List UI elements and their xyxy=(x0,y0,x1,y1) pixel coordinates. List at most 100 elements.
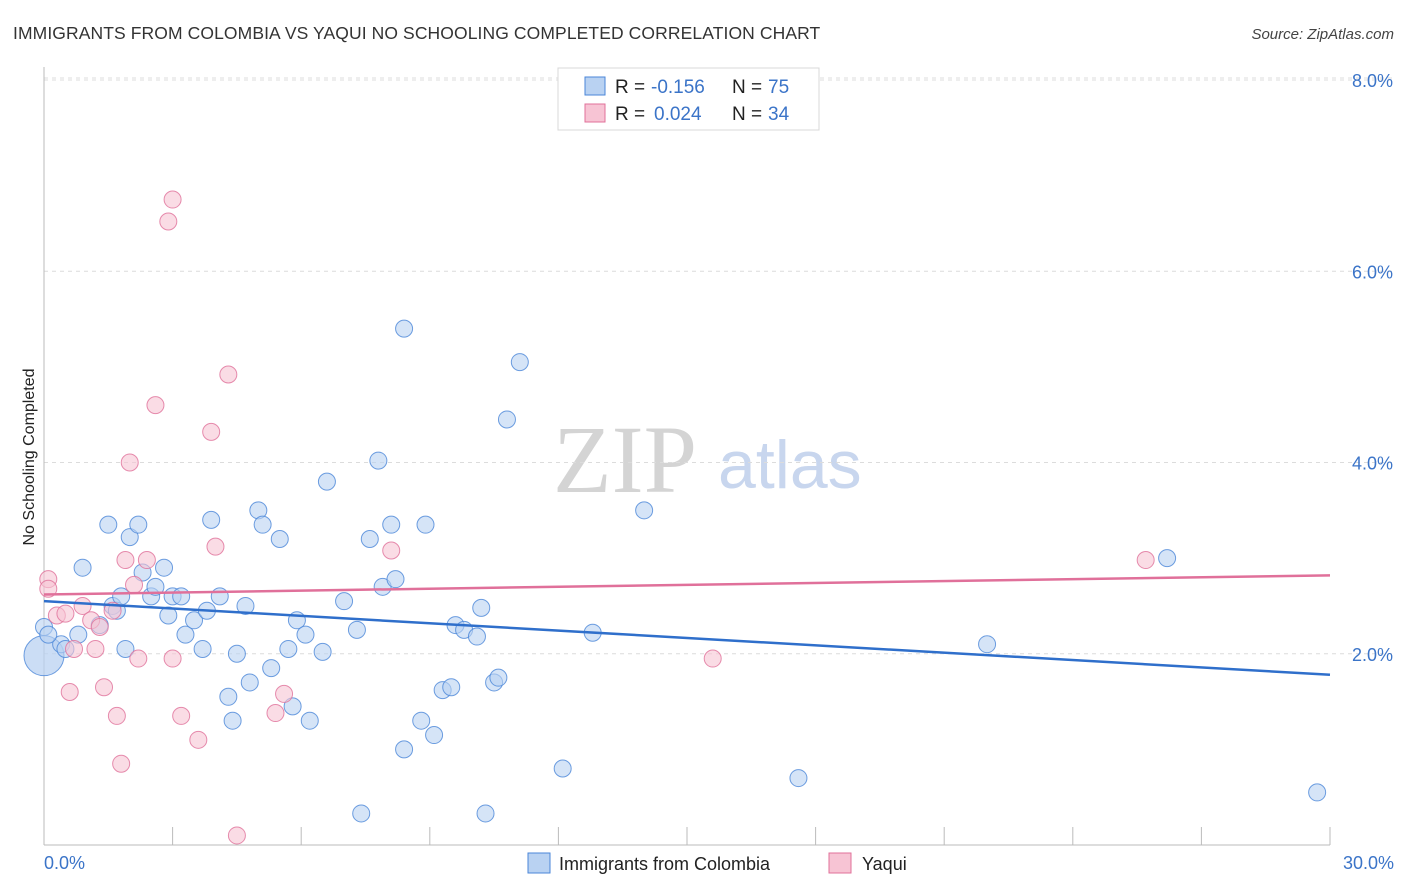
point-colombia-16 xyxy=(146,577,165,596)
series-legend-label-colombia: Immigrants from Colombia xyxy=(559,854,771,874)
point-colombia-69 xyxy=(635,501,654,520)
point-yaqui-16 xyxy=(125,575,144,594)
point-yaqui-6 xyxy=(73,596,92,615)
stats-legend-n-label-yaqui: N = xyxy=(732,104,762,125)
x-tick-label-max: 30.0% xyxy=(1343,853,1394,873)
point-colombia-31 xyxy=(240,673,259,692)
point-colombia-30 xyxy=(236,596,255,615)
point-colombia-23 xyxy=(193,639,212,658)
point-colombia-53 xyxy=(412,711,431,730)
point-yaqui-13 xyxy=(112,754,131,773)
y-tick-label: 4.0% xyxy=(1352,454,1393,474)
point-colombia-67 xyxy=(553,759,572,778)
point-colombia-11 xyxy=(116,639,135,658)
point-colombia-21 xyxy=(176,625,195,644)
stats-legend-r-label-yaqui: R = xyxy=(615,104,645,125)
point-colombia-51 xyxy=(395,740,414,759)
point-colombia-36 xyxy=(279,639,298,658)
point-colombia-54 xyxy=(416,515,435,534)
watermark-atlas: atlas xyxy=(718,427,862,503)
point-colombia-26 xyxy=(210,587,229,606)
point-colombia-12 xyxy=(120,528,139,547)
stats-legend-n-label-colombia: N = xyxy=(732,77,762,98)
point-colombia-66 xyxy=(510,353,529,372)
point-colombia-74 xyxy=(39,625,58,644)
point-yaqui-30 xyxy=(275,684,294,703)
stats-legend-r-value-colombia: -0.156 xyxy=(651,77,705,98)
point-yaqui-5 xyxy=(65,639,84,658)
point-yaqui-26 xyxy=(206,537,225,556)
point-colombia-65 xyxy=(497,410,516,429)
point-yaqui-24 xyxy=(189,730,208,749)
point-yaqui-28 xyxy=(227,826,246,845)
point-colombia-44 xyxy=(347,620,366,639)
chart-source: Source: ZipAtlas.com xyxy=(1251,26,1394,43)
point-yaqui-3 xyxy=(56,604,75,623)
y-tick-label: 8.0% xyxy=(1352,71,1393,91)
point-yaqui-17 xyxy=(129,649,148,668)
point-yaqui-22 xyxy=(163,649,182,668)
stats-legend: R = -0.156 N = 75 R = 0.024 N = 34 xyxy=(557,67,820,131)
point-yaqui-25 xyxy=(202,422,221,441)
point-yaqui-8 xyxy=(86,639,105,658)
stats-legend-n-value-yaqui: 34 xyxy=(768,104,790,125)
point-colombia-60 xyxy=(467,627,486,646)
point-colombia-45 xyxy=(352,804,371,823)
point-colombia-64 xyxy=(489,668,508,687)
y-axis-label: No Schooling Completed xyxy=(21,369,38,546)
trend-lines xyxy=(43,574,1331,677)
stats-legend-swatch-colombia xyxy=(584,76,606,96)
point-colombia-7 xyxy=(99,515,118,534)
point-yaqui-27 xyxy=(219,365,238,384)
point-colombia-33 xyxy=(253,515,272,534)
point-colombia-46 xyxy=(360,530,379,548)
point-yaqui-18 xyxy=(137,551,156,570)
point-colombia-5 xyxy=(73,558,92,577)
chart-title: IMMIGRANTS FROM COLOMBIA VS YAQUI NO SCH… xyxy=(13,23,821,43)
point-yaqui-31 xyxy=(382,541,401,560)
point-colombia-17 xyxy=(155,558,174,577)
point-yaqui-29 xyxy=(266,704,285,723)
point-colombia-41 xyxy=(313,642,332,661)
point-yaqui-32 xyxy=(703,649,722,668)
point-colombia-39 xyxy=(296,625,315,644)
series-legend: Immigrants from Colombia Yaqui xyxy=(527,852,907,874)
point-colombia-55 xyxy=(425,726,444,745)
point-colombia-20 xyxy=(172,587,191,606)
point-yaqui-1 xyxy=(39,579,58,598)
x-tick-label-min: 0.0% xyxy=(44,853,85,873)
point-colombia-34 xyxy=(262,659,281,678)
point-colombia-57 xyxy=(442,678,461,697)
point-yaqui-19 xyxy=(146,396,165,415)
y-tick-label: 2.0% xyxy=(1352,645,1393,665)
point-colombia-37 xyxy=(283,697,302,716)
trend-line-colombia xyxy=(43,599,1331,677)
point-yaqui-15 xyxy=(120,453,139,472)
axes xyxy=(43,67,1331,846)
point-yaqui-33 xyxy=(1136,551,1155,570)
point-yaqui-21 xyxy=(163,190,182,209)
stats-legend-n-value-colombia: 75 xyxy=(768,77,789,98)
point-colombia-22 xyxy=(185,611,204,630)
trend-line-yaqui xyxy=(43,574,1331,596)
point-yaqui-12 xyxy=(107,706,126,725)
series-legend-swatch-yaqui xyxy=(828,852,852,874)
point-yaqui-9 xyxy=(90,617,109,636)
point-yaqui-4 xyxy=(60,683,79,701)
point-yaqui-10 xyxy=(95,678,114,697)
point-yaqui-23 xyxy=(172,706,191,725)
gridlines xyxy=(44,77,1393,655)
point-colombia-25 xyxy=(202,510,221,529)
series-legend-swatch-colombia xyxy=(527,852,551,874)
stats-legend-r-label-colombia: R = xyxy=(615,77,645,98)
point-colombia-61 xyxy=(472,598,491,617)
point-colombia-47 xyxy=(369,451,388,470)
point-colombia-29 xyxy=(227,644,246,663)
point-colombia-18 xyxy=(159,606,178,625)
point-colombia-50 xyxy=(386,570,405,589)
watermark-zip: ZIP xyxy=(553,406,697,513)
y-tick-labels: 2.0% 4.0% 6.0% 8.0% xyxy=(1352,71,1393,665)
point-yaqui-14 xyxy=(116,551,135,570)
data-points xyxy=(23,190,1327,845)
